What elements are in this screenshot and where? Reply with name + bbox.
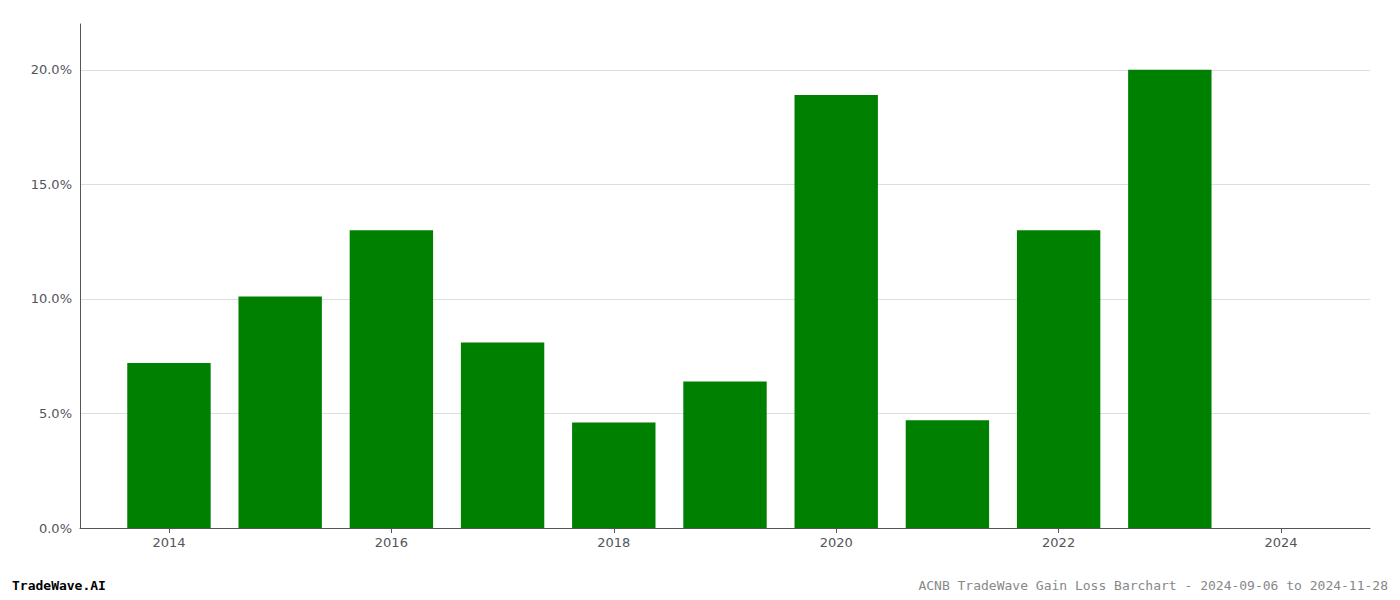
svg-text:TradeWave.AI: TradeWave.AI — [12, 578, 106, 593]
svg-text:2022: 2022 — [1042, 535, 1075, 550]
svg-text:15.0%: 15.0% — [31, 177, 72, 192]
svg-text:2020: 2020 — [820, 535, 853, 550]
svg-text:0.0%: 0.0% — [39, 521, 72, 536]
svg-text:2024: 2024 — [1264, 535, 1297, 550]
svg-text:20.0%: 20.0% — [31, 62, 72, 77]
svg-text:5.0%: 5.0% — [39, 406, 72, 421]
svg-text:ACNB TradeWave Gain Loss Barch: ACNB TradeWave Gain Loss Barchart - 2024… — [918, 578, 1388, 593]
svg-text:2014: 2014 — [152, 535, 185, 550]
svg-text:2018: 2018 — [597, 535, 630, 550]
svg-text:10.0%: 10.0% — [31, 291, 72, 306]
svg-text:2016: 2016 — [375, 535, 408, 550]
